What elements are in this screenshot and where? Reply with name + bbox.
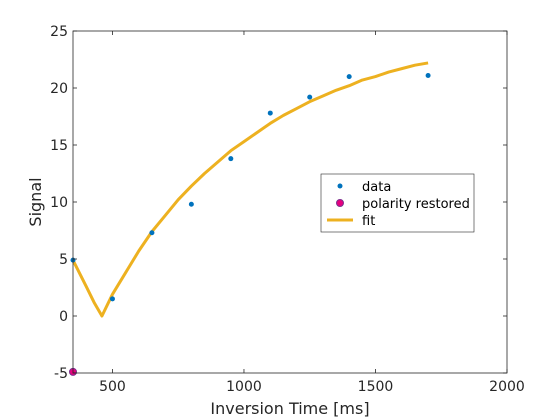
data-point [307,94,313,100]
series-layer [69,61,431,376]
legend-swatch [336,199,344,207]
y-tick-label: 0 [59,309,68,325]
y-tick-label: 10 [50,195,68,211]
data-point [188,201,194,207]
x-tick-label: 500 [99,379,126,395]
y-tick-label: 25 [50,24,68,40]
legend: data polarity restored fit [320,173,475,233]
x-tick-label: 1500 [358,379,394,395]
y-tick-label: 15 [50,138,68,154]
data-point [149,230,155,236]
data-point [267,110,273,116]
y-tick-label: -5 [54,366,68,382]
legend-swatch [337,183,343,189]
y-tick-label: 20 [50,81,68,97]
y-tick-label: 5 [59,252,68,268]
data-point [228,156,234,162]
legend-box [320,173,475,233]
x-tick-label: 2000 [489,379,525,395]
fit-line [71,61,429,318]
legend-label: data [362,180,391,195]
ticks-layer: 500 1000 1500 2000 -5 0 5 10 15 20 25 [50,24,525,395]
data-point [109,296,115,302]
y-axis-label: Signal [26,177,45,226]
x-tick-label: 1000 [226,379,262,395]
x-axis-label: Inversion Time [ms] [210,399,369,418]
data-point [425,72,431,78]
data-point [346,74,352,80]
legend-label: polarity restored [362,197,470,212]
legend-label: fit [362,214,375,229]
